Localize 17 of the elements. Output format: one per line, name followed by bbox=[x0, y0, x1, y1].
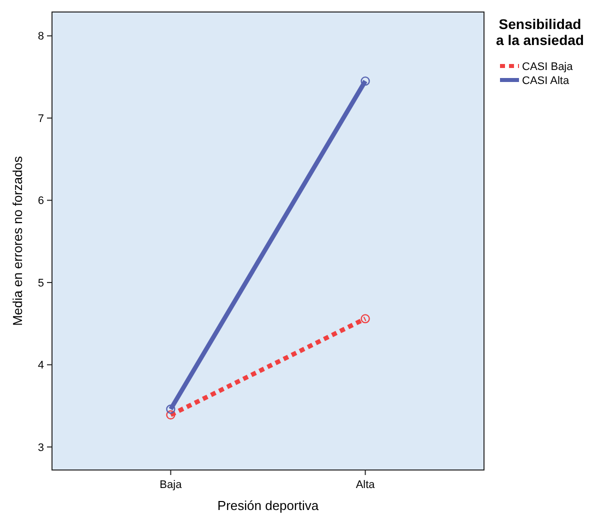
x-axis-title: Presión deportiva bbox=[217, 498, 320, 513]
legend-label: CASI Alta bbox=[522, 74, 570, 87]
x-tick-label: Alta bbox=[356, 479, 376, 491]
y-tick-label: 3 bbox=[38, 442, 44, 454]
y-tick-label: 8 bbox=[38, 30, 44, 43]
point bbox=[360, 314, 370, 324]
y-tick-label: 6 bbox=[38, 195, 44, 208]
x-tick-label: Baja bbox=[160, 479, 183, 491]
legend-title: Sensibilidad a la ansiedad bbox=[496, 16, 584, 48]
point bbox=[166, 404, 176, 414]
point bbox=[166, 410, 176, 420]
legend-label: CASI Baja bbox=[522, 60, 574, 73]
y-tick-label: 4 bbox=[38, 360, 44, 372]
point bbox=[360, 76, 370, 86]
y-axis-title: Media en errores no forzados bbox=[10, 156, 25, 326]
y-tick-label: 5 bbox=[38, 277, 44, 290]
y-tick-label: 7 bbox=[38, 112, 44, 125]
